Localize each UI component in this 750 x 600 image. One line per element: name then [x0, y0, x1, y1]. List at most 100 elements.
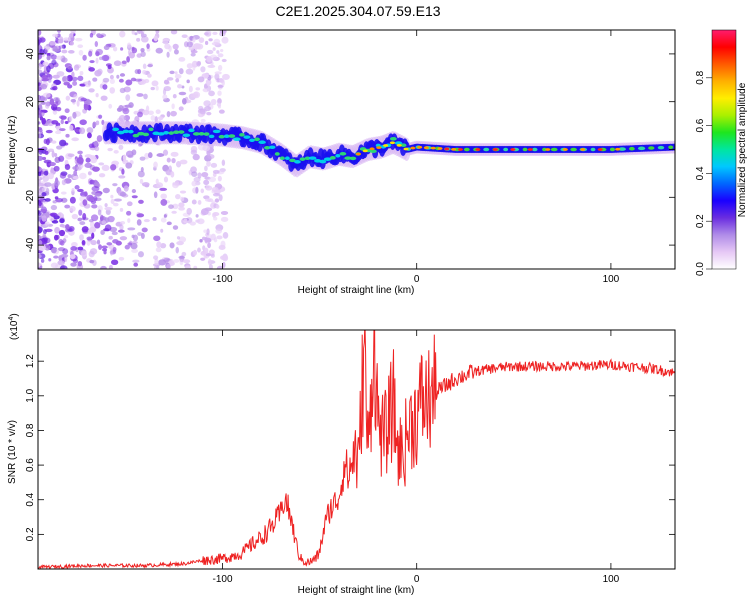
spectrogram-speck	[38, 155, 44, 162]
y-tick-label: 0.4	[25, 492, 36, 506]
spectrogram-speck	[206, 49, 214, 55]
spectrogram-speck	[78, 209, 83, 216]
spectrogram-speck	[94, 146, 100, 152]
y-tick-label: 1.2	[25, 354, 36, 368]
spectrogram-speck	[119, 73, 126, 77]
spectrogram-speck	[61, 49, 68, 54]
spectrogram-speck	[140, 51, 146, 58]
spectrogram-speck	[139, 156, 146, 161]
spectrogram-speck	[98, 114, 103, 119]
spectrogram-speck	[44, 237, 51, 244]
spectrogram-speck	[171, 157, 176, 164]
spectrogram-speck	[98, 244, 102, 250]
trace-blob	[463, 147, 470, 152]
spectrogram-speck	[115, 240, 122, 246]
spectrogram-speck	[75, 128, 80, 133]
trace-blob	[173, 130, 180, 134]
spectrogram-speck	[181, 98, 187, 105]
spectrogram-speck	[77, 44, 84, 49]
trace-blob	[112, 127, 120, 132]
spectrogram-speck	[166, 263, 171, 269]
spectrogram-speck	[99, 214, 104, 222]
spectrogram-speck	[127, 227, 136, 231]
spectrogram-speck	[51, 150, 55, 158]
spectrogram-speck	[38, 171, 42, 177]
spectrogram-speck	[49, 212, 58, 217]
spectrogram-speck	[41, 215, 47, 222]
spectrogram-speck	[43, 45, 51, 51]
spectrogram-speck	[125, 94, 131, 101]
spectrogram-speck	[127, 154, 134, 159]
trace-blob	[344, 156, 352, 160]
spectrogram-speck	[183, 218, 188, 224]
spectrogram-speck	[45, 187, 50, 194]
spectrogram-speck	[77, 217, 83, 222]
spectrogram-speck	[89, 155, 96, 159]
spectrogram-speck	[146, 43, 150, 49]
trace-blob	[279, 156, 285, 161]
spectrogram-speck	[38, 250, 43, 254]
spectrogram-speck	[113, 202, 119, 207]
spectrogram-speck	[86, 127, 94, 134]
spectrogram-speck	[56, 145, 63, 150]
spectrogram-speck	[119, 220, 126, 225]
trace-blob	[289, 158, 296, 163]
spectrogram-speck	[51, 220, 59, 224]
spectrogram-ylabel: Frequency (Hz)	[7, 116, 18, 185]
spectrogram-speck	[118, 144, 124, 150]
spectrogram-speck	[118, 78, 124, 83]
colorbar-tick-label: 0.4	[695, 166, 706, 180]
spectrogram-speck	[174, 71, 178, 75]
spectrogram-speck	[122, 107, 130, 115]
colorbar-tick-label: 0.6	[695, 118, 706, 132]
spectrogram-speck	[42, 229, 47, 235]
trace-blob	[127, 129, 134, 134]
spectrogram-speck	[131, 149, 137, 156]
spectrogram-speck	[40, 196, 44, 202]
spectrogram-speck	[197, 247, 201, 253]
spectrogram-speck	[155, 109, 161, 115]
spectrogram-speck	[147, 64, 153, 68]
spectrogram-speck	[67, 174, 72, 179]
spectrogram-speck	[104, 224, 112, 232]
trace-blob	[522, 147, 528, 152]
spectrogram-speck	[59, 128, 66, 132]
spectrogram-speck	[193, 265, 198, 269]
spectrogram-speck	[174, 74, 182, 79]
spectrogram-speck	[38, 210, 42, 217]
trace-blob	[299, 157, 306, 161]
snr-xlabel: Height of straight line (km)	[298, 585, 415, 596]
spectrogram-speck	[94, 140, 99, 147]
spectrogram-speck	[216, 50, 220, 54]
spectrogram-speck	[84, 191, 88, 197]
spectrogram-speck	[216, 235, 223, 240]
spectrogram-speck	[91, 185, 100, 192]
spectrogram-speck	[176, 236, 181, 240]
spectrogram-speck	[160, 193, 168, 200]
spectrogram-speck	[210, 253, 215, 258]
trace-peak	[369, 147, 375, 151]
spectrogram-speck	[157, 116, 164, 121]
trace-peak	[362, 149, 368, 153]
spectrogram-speck	[160, 228, 164, 233]
spectrogram-speck	[137, 170, 145, 178]
spectrogram-speck	[43, 97, 48, 101]
spectrogram-speck	[219, 78, 225, 84]
spectrogram-speck	[200, 118, 206, 123]
x-tick-label: 0	[414, 574, 420, 585]
spectrogram-speck	[56, 107, 62, 112]
y-tick-label: -40	[25, 237, 36, 252]
trace-blob	[329, 156, 336, 160]
spectrogram-speck	[126, 210, 132, 216]
spectrogram-speck	[121, 60, 127, 65]
spectrogram-speck	[150, 115, 156, 121]
spectrogram-speck	[90, 214, 99, 222]
spectrogram-speck	[195, 214, 199, 218]
spectrogram-speck	[72, 111, 77, 119]
spectrogram-speck	[110, 198, 115, 204]
spectrogram-speck	[95, 48, 103, 56]
trace-blob	[308, 156, 317, 160]
spectrogram-speck	[200, 188, 205, 194]
snr-axes: -100 0 100 0.2 0.4 0.6 0.8 1.0 1.2	[25, 330, 675, 585]
colorbar-tick-label: 0.2	[695, 214, 706, 228]
